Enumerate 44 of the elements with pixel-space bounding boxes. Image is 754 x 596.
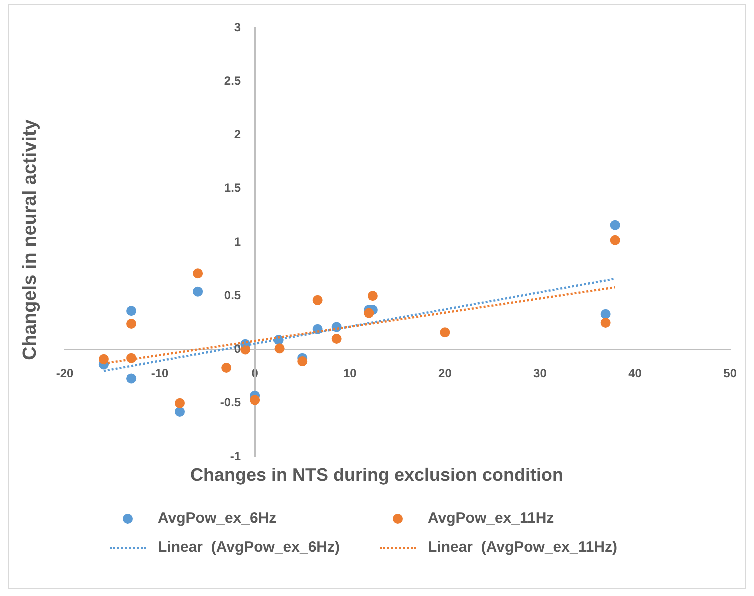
point: [600, 318, 611, 328]
x-axis-title: Changes in NTS during exclusion condition: [189, 465, 565, 486]
y-tick-label: -0.5: [220, 396, 242, 410]
x-tick-label: 10: [343, 366, 358, 380]
point: [312, 295, 323, 306]
point: [126, 319, 137, 330]
point: [610, 220, 620, 230]
point: [274, 344, 285, 354]
legend-label: AvgPow_ex_6Hz: [158, 510, 277, 527]
point: [126, 306, 137, 316]
point: [368, 291, 378, 302]
y-tick-label: 2: [234, 128, 242, 142]
point: [175, 398, 186, 408]
point: [298, 356, 308, 367]
x-tick-label: -10: [151, 366, 170, 380]
legend-label: AvgPow_ex_11Hz: [428, 510, 554, 527]
point: [364, 308, 374, 318]
legend-label: Linear (AvgPow_ex_11Hz): [428, 539, 618, 556]
y-tick-label: 1.5: [224, 181, 242, 196]
y-tick-label: 0: [234, 342, 242, 356]
y-tick-label: 3: [234, 20, 242, 34]
y-tick-label: 2.5: [224, 74, 242, 88]
y-tick-label: -1: [230, 449, 242, 464]
point: [610, 235, 620, 246]
x-tick-label: 30: [534, 366, 548, 380]
x-tick-label: 40: [628, 366, 642, 380]
y-tick-label: 1: [234, 234, 242, 249]
x-tick-label: 50: [724, 366, 738, 380]
point: [222, 362, 232, 373]
y-tick-label: 0.5: [224, 288, 242, 302]
point: [600, 309, 611, 320]
y-axis-title: Changels in neural activity: [20, 120, 42, 360]
point: [250, 395, 260, 406]
point: [126, 374, 137, 384]
x-tick-label: 20: [438, 366, 452, 380]
legend-label: Linear (AvgPow_ex_6Hz): [158, 539, 340, 556]
x-tick-label: -20: [56, 366, 74, 380]
point: [240, 344, 251, 355]
point: [193, 268, 204, 279]
point: [332, 334, 342, 344]
point: [98, 354, 109, 364]
point: [440, 328, 450, 338]
point: [175, 406, 186, 417]
point: [193, 286, 204, 297]
